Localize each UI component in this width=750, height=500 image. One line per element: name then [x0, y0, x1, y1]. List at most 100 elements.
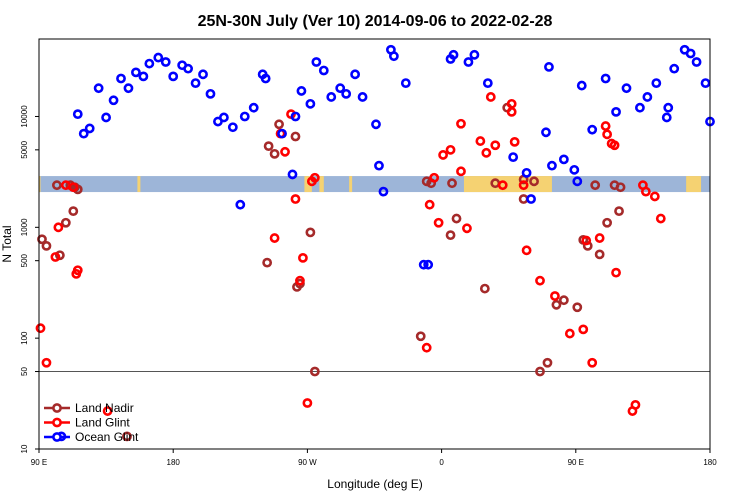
- y-tick-label: 5000: [20, 140, 29, 158]
- ocean-glint-point: [357, 92, 368, 102]
- land-glint-point: [53, 222, 64, 233]
- ocean-glint-point: [84, 123, 95, 134]
- x-axis-label: Longitude (deg E): [327, 477, 422, 491]
- land-nadir-point: [590, 180, 601, 191]
- land-glint-point: [50, 252, 61, 262]
- ocean-glint-point: [400, 78, 411, 89]
- land-nadir-point: [37, 234, 47, 245]
- land-nadir-point: [51, 180, 62, 191]
- ocean-glint-point: [508, 152, 519, 163]
- ocean-glint-point: [131, 67, 141, 78]
- land-glint-point: [550, 291, 560, 301]
- land-nadir-point: [542, 357, 553, 368]
- chart-title: 25N-30N July (Ver 10) 2014-09-06 to 2022…: [198, 13, 553, 30]
- ocean-glint-point: [526, 194, 536, 204]
- land-glint-point: [490, 140, 501, 151]
- ocean-glint-point: [205, 88, 216, 99]
- ocean-glint-point: [569, 164, 580, 175]
- land-glint-point: [302, 398, 313, 408]
- y-tick-label: 50: [20, 367, 29, 376]
- y-tick-label: 500: [20, 253, 29, 267]
- land-glint-point: [456, 118, 466, 129]
- land-glint-point: [72, 265, 83, 276]
- land-nadir-point: [60, 217, 71, 228]
- land-nadir-point: [558, 295, 569, 306]
- land-glint-point: [578, 324, 589, 335]
- ocean-glint-point: [635, 102, 645, 113]
- land-nadir-point: [582, 240, 593, 251]
- y-tick-label: 10000: [20, 105, 29, 128]
- land-glint-point: [640, 186, 651, 197]
- land-nadir-point: [274, 119, 284, 130]
- land-glint-point: [462, 223, 472, 234]
- land-glint-point: [587, 357, 598, 368]
- ocean-glint-point: [482, 78, 493, 89]
- land-nadir-point: [529, 176, 539, 187]
- land-glint-point: [68, 182, 79, 193]
- ocean-glint-point: [116, 73, 126, 84]
- ocean-glint-point: [661, 112, 672, 123]
- x-tick-label: 90 W: [298, 458, 317, 467]
- ocean-glint-point: [521, 167, 532, 178]
- plot-frame: [38, 38, 711, 450]
- land-glint-point: [600, 121, 611, 131]
- ocean-glint-point: [576, 80, 587, 91]
- land-nadir-point: [269, 148, 280, 159]
- ocean-glint-point: [287, 169, 298, 180]
- ocean-glint-point: [153, 52, 164, 63]
- ocean-glint-point: [423, 259, 434, 270]
- land-nadir-point: [68, 206, 79, 217]
- land-glint-point: [497, 180, 508, 191]
- y-tick-label: 1000: [20, 218, 29, 236]
- x-axis: 90 E 180 90 W 0 90 E 180: [31, 449, 717, 467]
- land-band-segment: [137, 176, 141, 193]
- land-glint-point: [309, 172, 320, 183]
- ocean-glint-point: [138, 71, 149, 82]
- ocean-glint-point: [374, 160, 384, 171]
- y-axis-label: N Total: [0, 225, 14, 262]
- land-glint-point: [35, 323, 46, 334]
- ocean-glint-point: [239, 111, 250, 122]
- land-glint-point: [102, 406, 113, 416]
- land-nadir-point: [479, 283, 490, 294]
- land-glint-point: [581, 235, 592, 246]
- legend-marker-ocean-glint: [52, 432, 62, 442]
- land-glint-point: [421, 342, 432, 353]
- land-nadir-point: [535, 366, 545, 377]
- ocean-glint-point: [448, 49, 459, 60]
- ocean-glint-point: [335, 83, 346, 94]
- land-glint-point: [535, 275, 545, 286]
- land-glint-point: [269, 233, 280, 243]
- land-nadir-point: [447, 178, 457, 189]
- land-glint-point: [290, 194, 301, 204]
- x-tick-label: 180: [167, 458, 181, 467]
- land-band-segment: [39, 176, 41, 193]
- land-band-segment: [349, 176, 353, 193]
- ocean-glint-point: [600, 73, 611, 84]
- ocean-glint-point: [318, 65, 329, 76]
- land-glint-point: [445, 144, 456, 155]
- land-glint-point: [485, 92, 496, 102]
- land-glint-point: [280, 146, 290, 157]
- land-glint-point: [609, 140, 620, 151]
- ocean-glint-point: [587, 124, 598, 135]
- ocean-glint-point: [669, 63, 680, 74]
- ocean-glint-point: [558, 154, 569, 165]
- land-nadir-point: [602, 217, 613, 228]
- ocean-glint-point: [691, 57, 702, 67]
- land-glint-point: [295, 275, 305, 286]
- land-glint-point: [41, 357, 52, 368]
- legend-label-land-glint: Land Glint: [75, 416, 130, 430]
- ocean-glint-point: [572, 176, 583, 187]
- coverage-bands: [39, 176, 710, 193]
- ocean-glint-point: [611, 106, 621, 117]
- land-glint-point: [433, 217, 444, 228]
- ocean-glint-point: [326, 92, 337, 102]
- ocean-glint-point: [642, 92, 653, 102]
- ocean-glint-point: [388, 51, 399, 62]
- land-nadir-point: [41, 240, 52, 251]
- ocean-glint-point: [227, 122, 238, 133]
- land-band-segment: [686, 176, 702, 193]
- ocean-glint-point: [418, 259, 429, 270]
